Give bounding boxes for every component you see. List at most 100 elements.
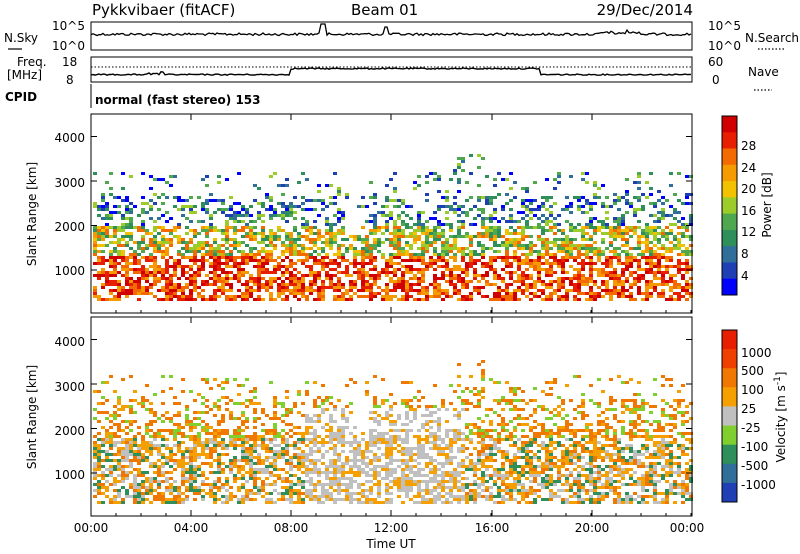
- echo-cell: [425, 298, 429, 301]
- echo-cell: [573, 289, 577, 292]
- echo-cell: [477, 184, 481, 187]
- echo-cell: [117, 450, 121, 453]
- echo-cell: [385, 483, 389, 486]
- echo-cell: [365, 238, 369, 241]
- echo-cell: [437, 474, 441, 477]
- echo-cell: [505, 256, 509, 259]
- echo-cell: [229, 208, 233, 211]
- echo-cell: [461, 462, 465, 465]
- echo-cell: [125, 489, 129, 492]
- echo-cell: [109, 271, 113, 274]
- echo-cell: [509, 265, 513, 268]
- echo-cell: [561, 241, 565, 244]
- echo-cell: [245, 405, 249, 408]
- echo-cell: [617, 232, 621, 235]
- echo-cell: [297, 181, 301, 184]
- echo-cell: [545, 283, 549, 286]
- echo-cell: [317, 435, 321, 438]
- echo-cell: [429, 405, 433, 408]
- echo-cell: [545, 253, 549, 256]
- echo-cell: [329, 247, 333, 250]
- echo-cell: [149, 477, 153, 480]
- echo-cell: [117, 474, 121, 477]
- colorbar-swatch: [722, 278, 737, 296]
- echo-cell: [169, 387, 173, 390]
- echo-cell: [93, 390, 97, 393]
- echo-cell: [301, 450, 305, 453]
- echo-cell: [305, 459, 309, 462]
- echo-cell: [405, 235, 409, 238]
- echo-cell: [289, 241, 293, 244]
- echo-cell: [209, 247, 213, 250]
- echo-cell: [285, 411, 289, 414]
- echo-cell: [605, 265, 609, 268]
- echo-cell: [145, 426, 149, 429]
- echo-cell: [325, 205, 329, 208]
- echo-cell: [405, 244, 409, 247]
- echo-cell: [145, 423, 149, 426]
- echo-cell: [453, 256, 457, 259]
- echo-cell: [597, 226, 601, 229]
- echo-cell: [385, 498, 389, 501]
- echo-cell: [297, 447, 301, 450]
- echo-cell: [221, 211, 225, 214]
- echo-cell: [569, 238, 573, 241]
- echo-cell: [385, 238, 389, 241]
- echo-cell: [181, 459, 185, 462]
- echo-cell: [653, 253, 657, 256]
- echo-cell: [465, 262, 469, 265]
- echo-cell: [249, 450, 253, 453]
- echo-cell: [97, 444, 101, 447]
- echo-cell: [317, 214, 321, 217]
- echo-cell: [177, 411, 181, 414]
- echo-cell: [609, 298, 613, 301]
- echo-cell: [437, 265, 441, 268]
- echo-cell: [625, 289, 629, 292]
- echo-cell: [289, 444, 293, 447]
- echo-cell: [569, 202, 573, 205]
- echo-cell: [365, 286, 369, 289]
- echo-cell: [593, 283, 597, 286]
- echo-cell: [285, 477, 289, 480]
- echo-cell: [569, 247, 573, 250]
- echo-cell: [353, 441, 357, 444]
- echo-cell: [653, 214, 657, 217]
- echo-cell: [301, 414, 305, 417]
- echo-cell: [461, 157, 465, 160]
- echo-cell: [373, 399, 377, 402]
- echo-cell: [249, 465, 253, 468]
- echo-cell: [281, 414, 285, 417]
- echo-cell: [521, 253, 525, 256]
- echo-cell: [261, 435, 265, 438]
- echo-cell: [609, 259, 613, 262]
- echo-cell: [161, 229, 165, 232]
- echo-cell: [209, 447, 213, 450]
- echo-cell: [601, 250, 605, 253]
- echo-cell: [213, 486, 217, 489]
- echo-cell: [209, 486, 213, 489]
- echo-cell: [185, 480, 189, 483]
- echo-cell: [121, 199, 125, 202]
- echo-cell: [201, 450, 205, 453]
- echo-cell: [469, 241, 473, 244]
- echo-cell: [585, 199, 589, 202]
- echo-cell: [325, 396, 329, 399]
- echo-cell: [341, 283, 345, 286]
- echo-cell: [337, 399, 341, 402]
- echo-cell: [529, 217, 533, 220]
- echo-cell: [553, 202, 557, 205]
- echo-cell: [409, 429, 413, 432]
- echo-cell: [625, 295, 629, 298]
- echo-cell: [577, 229, 581, 232]
- echo-cell: [261, 238, 265, 241]
- echo-cell: [625, 277, 629, 280]
- echo-cell: [385, 292, 389, 295]
- echo-cell: [197, 265, 201, 268]
- echo-cell: [469, 438, 473, 441]
- echo-cell: [369, 486, 373, 489]
- echo-cell: [153, 444, 157, 447]
- echo-cell: [157, 453, 161, 456]
- echo-cell: [457, 438, 461, 441]
- echo-cell: [625, 265, 629, 268]
- echo-cell: [445, 408, 449, 411]
